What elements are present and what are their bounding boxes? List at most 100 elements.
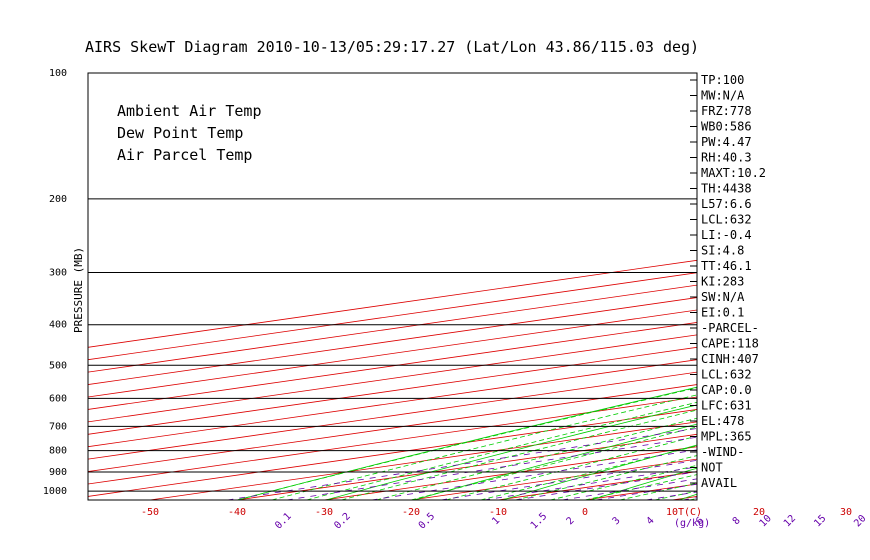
sounding-index-label: -PARCEL- (701, 321, 759, 335)
isotherm-line (149, 421, 697, 500)
moist-adiabat-line (515, 455, 697, 500)
sounding-index-label: EL:478 (701, 414, 744, 428)
moist-adiabat-line (236, 387, 697, 500)
isotherm-line (88, 371, 697, 460)
legend-ambient-air-temp: Ambient Air Temp (117, 102, 262, 120)
bottom-temperature-tick-label: 20 (753, 507, 765, 518)
dry-adiabat-line (237, 386, 697, 500)
mixing-ratio-tick-label: 0.1 (273, 511, 294, 532)
pressure-tick-label: 300 (49, 268, 67, 279)
moist-adiabat-line (445, 435, 697, 500)
sounding-index-label: AVAIL (701, 476, 737, 490)
dry-adiabat-line (767, 73, 870, 500)
moist-adiabat-line (480, 445, 697, 500)
moist-adiabat-line (654, 490, 697, 500)
legend-air-parcel-temp: Air Parcel Temp (117, 146, 252, 164)
bottom-temperature-tick-label: 0 (582, 507, 588, 518)
sounding-index-label: CAPE:118 (701, 337, 759, 351)
mixing-ratio-line (807, 325, 870, 500)
dry-adiabat-line (414, 423, 697, 500)
sounding-index-label: PW:4.47 (701, 135, 752, 149)
mixing-ratio-unit-label: (g/kg) (674, 518, 710, 529)
mixing-ratio-line (286, 436, 697, 500)
mixing-ratio-line (839, 325, 870, 500)
moist-adiabat-line (306, 401, 697, 500)
moist-adiabat-line (376, 417, 697, 500)
sounding-index-label: TP:100 (701, 73, 744, 87)
sounding-index-label: MW:N/A (701, 89, 745, 103)
chart-title: AIRS SkewT Diagram 2010-10-13/05:29:17.2… (85, 38, 699, 56)
mixing-ratio-ticks: 0.10.20.511.52346810121520253040 (273, 511, 868, 532)
legend-dew-point-temp: Dew Point Temp (117, 124, 243, 142)
sounding-index-label: RH:40.3 (701, 151, 752, 165)
sounding-index-label: MPL:365 (701, 430, 752, 444)
pressure-tick-label: 400 (49, 320, 67, 331)
pressure-tick-label: 600 (49, 393, 67, 404)
mixing-ratio-line (371, 449, 697, 500)
isotherm-line (88, 272, 697, 361)
sounding-index-label: L57:6.6 (701, 197, 752, 211)
mixing-ratio-tick-label: 0.2 (332, 511, 353, 532)
sounding-index-label: LCL:632 (701, 213, 752, 227)
mixing-ratio-tick-label: 4 (645, 515, 657, 527)
isotherm-line (88, 396, 697, 485)
mixing-ratio-tick-label: 15 (812, 513, 828, 529)
ambient-air-temp-line (811, 73, 870, 468)
pressure-tick-label: 900 (49, 467, 67, 478)
y-axis-label: PRESSURE (MB) (72, 247, 85, 333)
sounding-index-label: SI:4.8 (701, 244, 744, 258)
mixing-ratio-line (767, 325, 870, 500)
mixing-ratio-tick-label: 2 (565, 515, 577, 527)
sounding-index-label: LCL:632 (701, 368, 752, 382)
moist-adiabat-line (341, 409, 697, 500)
isotherm-line (410, 458, 697, 500)
moist-adiabat-line (410, 426, 697, 500)
isotherm-line (88, 359, 697, 448)
mixing-ratio-line (227, 428, 697, 500)
sounding-index-label: MAXT:10.2 (701, 166, 766, 180)
moist-adiabat-line (863, 199, 870, 500)
mixing-ratio-tick-label: 3 (611, 515, 623, 527)
bottom-temperature-tick-label: -20 (402, 507, 420, 518)
mixing-ratio-tick-label: 20 (852, 513, 868, 529)
moist-adiabat-line (829, 199, 870, 500)
sounding-index-label: TT:46.1 (701, 259, 752, 273)
moist-adiabat-line (271, 394, 697, 500)
background-grid (88, 73, 870, 500)
sounding-index-label: EI:0.1 (701, 306, 744, 320)
bottom-temperature-tick-label: 10 (666, 507, 678, 518)
bottom-temperature-tick-label: -30 (315, 507, 333, 518)
mixing-ratio-tick-label: 8 (731, 515, 743, 527)
sounding-index-label: WB0:586 (701, 120, 752, 134)
legend: Ambient Air Temp Dew Point Temp Air Parc… (117, 102, 262, 164)
isotherm-line (759, 73, 870, 500)
sounding-index-label: -WIND- (701, 445, 744, 459)
plot-frame (87, 72, 698, 501)
pressure-tick-label: 100 (49, 68, 67, 79)
sounding-index-label: KI:283 (701, 275, 744, 289)
mixing-ratio-line (866, 325, 870, 500)
sounding-index-label: TH:4438 (701, 182, 752, 196)
isotherm-line (88, 346, 697, 435)
bottom-temperature-tick-label: -50 (141, 507, 159, 518)
sounding-index-label: SW:N/A (701, 290, 745, 304)
mixing-ratio-tick-label: 1.5 (529, 511, 550, 532)
dry-adiabat-line (855, 73, 870, 500)
sounding-index-label: FRZ:778 (701, 104, 752, 118)
sounding-index-label: CAP:0.0 (701, 383, 752, 397)
moist-adiabat-lines (236, 199, 870, 500)
sounding-index-label: NOT (701, 461, 723, 475)
temperature-unit-label: T(C) (678, 507, 702, 518)
moist-adiabat-line (794, 199, 870, 500)
pressure-tick-label: 200 (49, 194, 67, 205)
bottom-temperature-tick-label: -40 (228, 507, 246, 518)
sounding-index-label: LI:-0.4 (701, 228, 752, 242)
pressure-tick-label: 700 (49, 421, 67, 432)
pressure-tick-label: 1000 (43, 486, 67, 497)
isotherm-line (236, 433, 697, 500)
isotherm-lines (88, 73, 870, 500)
mixing-ratio-tick-label: 12 (782, 513, 798, 529)
bottom-temperature-tick-label: -10 (489, 507, 507, 518)
